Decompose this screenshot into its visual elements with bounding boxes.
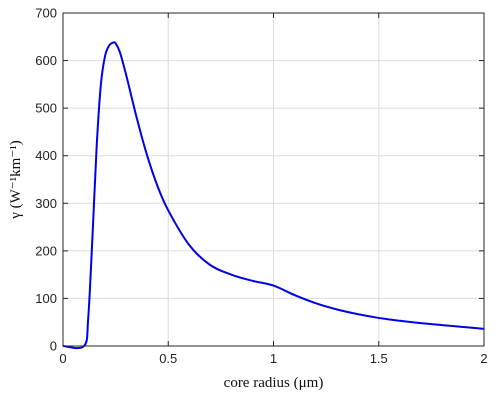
y-tick-label: 200 (35, 243, 57, 258)
x-tick-label: 0 (59, 351, 66, 366)
y-tick-label: 500 (35, 101, 57, 116)
x-tick-label: 1 (270, 351, 277, 366)
y-tick-label: 0 (50, 339, 57, 354)
y-tick-label: 300 (35, 196, 57, 211)
y-tick-label: 700 (35, 6, 57, 21)
y-tick-labels: 0 100 200 300 400 500 600 700 (35, 6, 57, 354)
x-tick-labels: 0 0.5 1 1.5 2 (59, 351, 487, 366)
y-tick-label: 400 (35, 148, 57, 163)
y-axis-title: γ (W⁻¹km⁻¹) (8, 140, 24, 220)
series-layer (62, 41, 485, 350)
y-tick-label: 100 (35, 291, 57, 306)
ticks (62, 12, 485, 347)
x-tick-label: 0.5 (159, 351, 177, 366)
grid (63, 13, 484, 346)
x-tick-label: 1.5 (370, 351, 388, 366)
series-line (62, 41, 485, 350)
x-axis-title: core radius (μm) (224, 375, 324, 391)
y-tick-label: 600 (35, 53, 57, 68)
x-tick-label: 2 (480, 351, 487, 366)
